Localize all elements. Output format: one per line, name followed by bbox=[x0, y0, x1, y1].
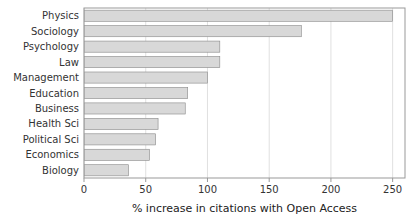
category-label: Law bbox=[59, 57, 79, 68]
bar bbox=[84, 118, 158, 129]
bar bbox=[84, 10, 393, 21]
bar bbox=[84, 26, 301, 37]
bar bbox=[84, 103, 185, 114]
category-label: Business bbox=[35, 103, 79, 114]
bar bbox=[84, 149, 149, 160]
category-label: Psychology bbox=[23, 41, 79, 52]
category-label: Management bbox=[13, 72, 79, 83]
x-axis-label: % increase in citations with Open Access bbox=[132, 202, 357, 215]
grid-line bbox=[392, 8, 393, 178]
tick-label: 150 bbox=[260, 184, 279, 195]
tick-label: 0 bbox=[81, 184, 87, 195]
tick-mark bbox=[207, 178, 208, 182]
category-label: Education bbox=[29, 88, 79, 99]
category-label: Biology bbox=[42, 165, 79, 176]
tick-label: 100 bbox=[198, 184, 217, 195]
bar bbox=[84, 72, 207, 83]
tick-mark bbox=[84, 178, 85, 182]
tick-label: 50 bbox=[139, 184, 152, 195]
bar bbox=[84, 57, 220, 68]
bar bbox=[84, 134, 156, 145]
bar bbox=[84, 165, 128, 176]
chart: Biology Economics Political Sci Health Sci B… bbox=[0, 0, 417, 218]
y-axis: Biology Economics Political Sci Health Sci B… bbox=[13, 10, 79, 176]
tick-mark bbox=[392, 178, 393, 182]
tick-label: 250 bbox=[383, 184, 402, 195]
category-label: Health Sci bbox=[28, 118, 79, 129]
category-label: Political Sci bbox=[23, 134, 79, 145]
tick-mark bbox=[269, 178, 270, 182]
category-label: Economics bbox=[25, 149, 79, 160]
category-label: Sociology bbox=[31, 26, 79, 37]
tick-label: 200 bbox=[321, 184, 340, 195]
bars bbox=[84, 10, 393, 176]
tick-mark bbox=[330, 178, 331, 182]
bar bbox=[84, 87, 188, 98]
x-axis: 0 50 100 150 200 250 bbox=[81, 178, 402, 195]
grid-line bbox=[330, 8, 331, 178]
category-label: Physics bbox=[42, 10, 79, 21]
plot-frame bbox=[84, 8, 405, 178]
grid bbox=[84, 8, 393, 178]
bar bbox=[84, 41, 220, 52]
tick-mark bbox=[145, 178, 146, 182]
